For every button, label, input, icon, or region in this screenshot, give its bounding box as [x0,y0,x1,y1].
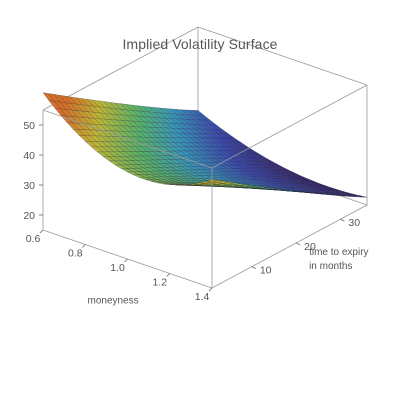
y-tick-label: 30 [348,217,360,229]
volatility-surface [43,93,367,198]
x-tick [40,230,43,233]
y-tick-label: 10 [260,265,272,277]
x-tick [82,245,85,248]
y-tick [296,243,300,245]
z-tick-label: 30 [23,180,35,192]
x-tick [125,259,128,262]
x-axis-label: moneyness [87,295,138,306]
x-tick-label: 1.2 [152,277,167,289]
x-tick-label: 1.4 [195,291,210,303]
y-tick [252,267,256,269]
y-axis-label: time to expiry [309,247,368,258]
x-tick [209,288,212,291]
z-tick-label: 40 [23,150,35,162]
y-tick [340,219,344,221]
z-tick-label: 20 [23,210,35,222]
x-tick [167,274,170,277]
box-edge [212,85,367,168]
y-axis-label: in months [309,261,352,272]
z-tick-label: 50 [23,120,35,132]
x-tick-label: 0.8 [68,248,83,260]
chart-title: Implied Volatility Surface [0,36,400,52]
x-tick-label: 1.0 [110,262,125,274]
x-tick-label: 0.6 [26,233,41,245]
